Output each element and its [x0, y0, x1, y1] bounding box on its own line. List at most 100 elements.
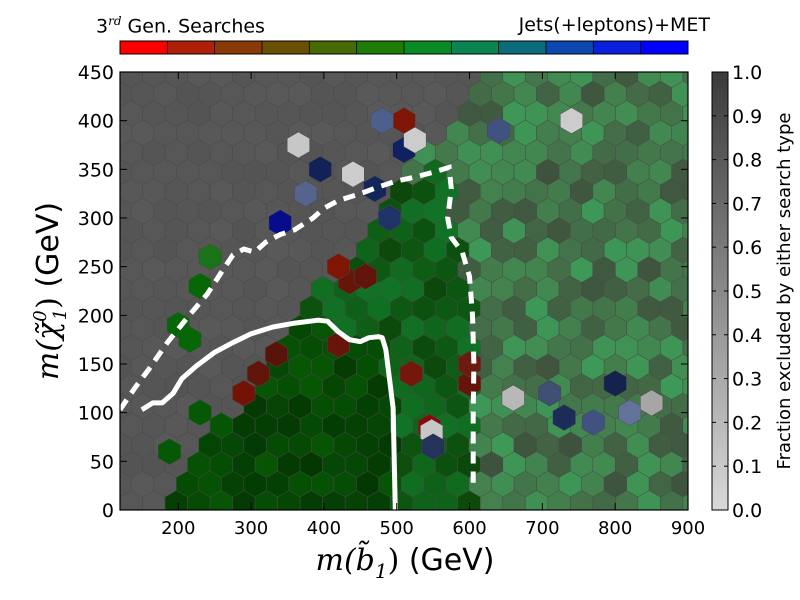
hex-cell — [682, 220, 688, 241]
hex-cell — [682, 454, 688, 475]
fraction-colorbar-ticks: 0.0 0.1 0.2 0.3 0.4 0.5 0.6 0.7 0.8 0.9 1.0 — [712, 62, 762, 522]
colorbar-tick-label: 0.5 — [732, 281, 762, 303]
hex-cell — [682, 181, 688, 202]
colorbar-tick-label: 0.4 — [732, 325, 762, 347]
hex-cell — [682, 142, 688, 163]
hex-cell-highlight — [294, 180, 318, 207]
exclusion-curves — [120, 164, 477, 510]
colorbar-tick-label: 0.9 — [732, 106, 762, 128]
hex-cell-highlight — [286, 131, 310, 159]
hex-cell — [569, 509, 571, 510]
hex-cell — [682, 259, 688, 280]
hex-cell — [659, 509, 661, 510]
y-tick-label: 400 — [78, 111, 114, 133]
hex-cell-highlight — [198, 243, 222, 271]
x-axis-label: m(b̃1) (GeV) — [316, 540, 495, 583]
colorbar-tick-label: 0.7 — [732, 193, 762, 215]
hex-cell-highlight — [487, 117, 511, 144]
colorbar-tick-label: 0.1 — [732, 456, 762, 478]
y-tick-label: 450 — [78, 62, 114, 84]
x-tick-label: 200 — [161, 518, 195, 539]
hex-cell-highlight — [501, 384, 525, 412]
hex-cell — [142, 509, 144, 510]
hex-cell — [502, 509, 504, 510]
hex-cell — [682, 415, 688, 436]
plot-frame — [119, 71, 689, 511]
top-colorbar-segment — [167, 41, 216, 54]
solid-exclusion-curve — [140, 317, 398, 510]
x-tick-label: 600 — [452, 518, 486, 539]
y-tick-label: 300 — [78, 208, 114, 230]
hex-cell-highlight — [538, 379, 562, 407]
top-colorbar-segment — [593, 41, 642, 54]
hex-cell — [277, 509, 279, 510]
top-colorbar-segment — [356, 41, 405, 54]
hex-cell-highlight — [188, 399, 212, 426]
hex-cell-highlight — [618, 399, 642, 426]
hex-cell-highlight — [308, 156, 332, 183]
x-tick-label: 300 — [234, 518, 268, 539]
x-tick-label: 500 — [380, 518, 414, 539]
top-colorbar-right-label: Jets(+leptons)+MET — [518, 14, 710, 36]
y-tick-label: 350 — [78, 159, 114, 181]
hex-cell-highlight — [559, 107, 583, 134]
x-tick-label: 700 — [525, 518, 559, 539]
top-colorbar-segment — [120, 41, 168, 54]
hex-cell — [86, 81, 109, 107]
hex-cell-highlight — [370, 107, 394, 134]
hex-cell — [120, 184, 121, 199]
y-tick-label: 0 — [102, 500, 114, 522]
hex-cell-highlight — [232, 379, 256, 407]
hex-cell — [209, 509, 211, 510]
y-tick-label: 150 — [78, 354, 114, 376]
hex-cell — [86, 276, 109, 302]
hex-cell — [86, 471, 109, 497]
top-colorbar-segment — [546, 41, 594, 54]
colorbar-tick-label: 0.0 — [732, 500, 762, 522]
y-axis-label: m(χ̃01) (GeV) — [30, 202, 71, 380]
hex-cell — [682, 337, 688, 358]
colorbar-tick-label: 0.6 — [732, 237, 762, 259]
top-colorbar-segment — [451, 41, 500, 54]
top-colorbar-segment — [214, 41, 263, 54]
hex-cell — [682, 72, 688, 85]
top-colorbar-segment — [404, 41, 452, 54]
y-tick-label: 50 — [90, 451, 114, 473]
hex-cell-highlight — [581, 409, 605, 436]
hex-cell-highlight — [363, 175, 387, 203]
hex-cell-highlight — [353, 263, 377, 290]
x-tick-label: 900 — [671, 518, 705, 539]
top-colorbar-frame — [119, 40, 689, 55]
top-colorbar-segment — [640, 41, 689, 54]
colorbar-tick-label: 1.0 — [732, 62, 762, 84]
colorbar-tick-label: 0.3 — [732, 369, 762, 391]
hex-cell — [682, 376, 688, 397]
hex-cell — [434, 509, 436, 510]
hex-grid — [86, 72, 688, 510]
hex-cell-highlight — [377, 204, 401, 232]
hex-cell-highlight — [178, 326, 202, 353]
top-colorbar-left-label: 3rd Gen. Searches — [96, 14, 265, 38]
top-colorbar-segment — [309, 41, 358, 54]
y-tick-label: 200 — [78, 305, 114, 327]
hex-cell-highlight — [403, 126, 427, 154]
hex-cell-highlight — [640, 389, 664, 417]
hex-cell-highlight — [158, 438, 182, 465]
hex-cell-highlight — [399, 360, 423, 388]
hex-cell-highlight — [603, 370, 627, 397]
dashed-exclusion-curve — [120, 164, 477, 483]
y-tick-label: 100 — [78, 403, 114, 425]
x-axis: 200 300 400 500 600 700 800 900 — [161, 72, 705, 539]
hex-cell-highlight — [421, 433, 445, 461]
hex-cell-highlight — [341, 160, 365, 188]
y-axis: 0 50 100 150 200 250 300 350 400 450 — [78, 62, 688, 522]
colorbar-tick-label: 0.8 — [732, 150, 762, 172]
colorbar-label: Fraction excluded by either search type — [774, 113, 795, 470]
hex-cell — [682, 493, 688, 510]
top-colorbar — [119, 40, 689, 55]
hex-cell — [682, 103, 688, 124]
hex-cell — [367, 509, 369, 510]
x-tick-label: 800 — [598, 518, 632, 539]
